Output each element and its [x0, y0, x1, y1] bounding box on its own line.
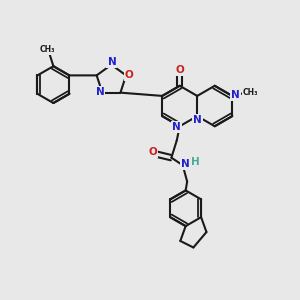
Text: N: N — [108, 57, 116, 67]
Text: O: O — [148, 147, 157, 157]
Text: N: N — [181, 159, 190, 169]
Text: H: H — [191, 157, 200, 167]
Text: CH₃: CH₃ — [40, 45, 55, 54]
Text: O: O — [176, 65, 185, 75]
Text: O: O — [125, 70, 134, 80]
Text: N: N — [172, 122, 181, 132]
Text: CH₃: CH₃ — [243, 88, 258, 98]
Text: N: N — [194, 115, 202, 125]
Text: N: N — [95, 87, 104, 97]
Text: N: N — [231, 90, 240, 100]
